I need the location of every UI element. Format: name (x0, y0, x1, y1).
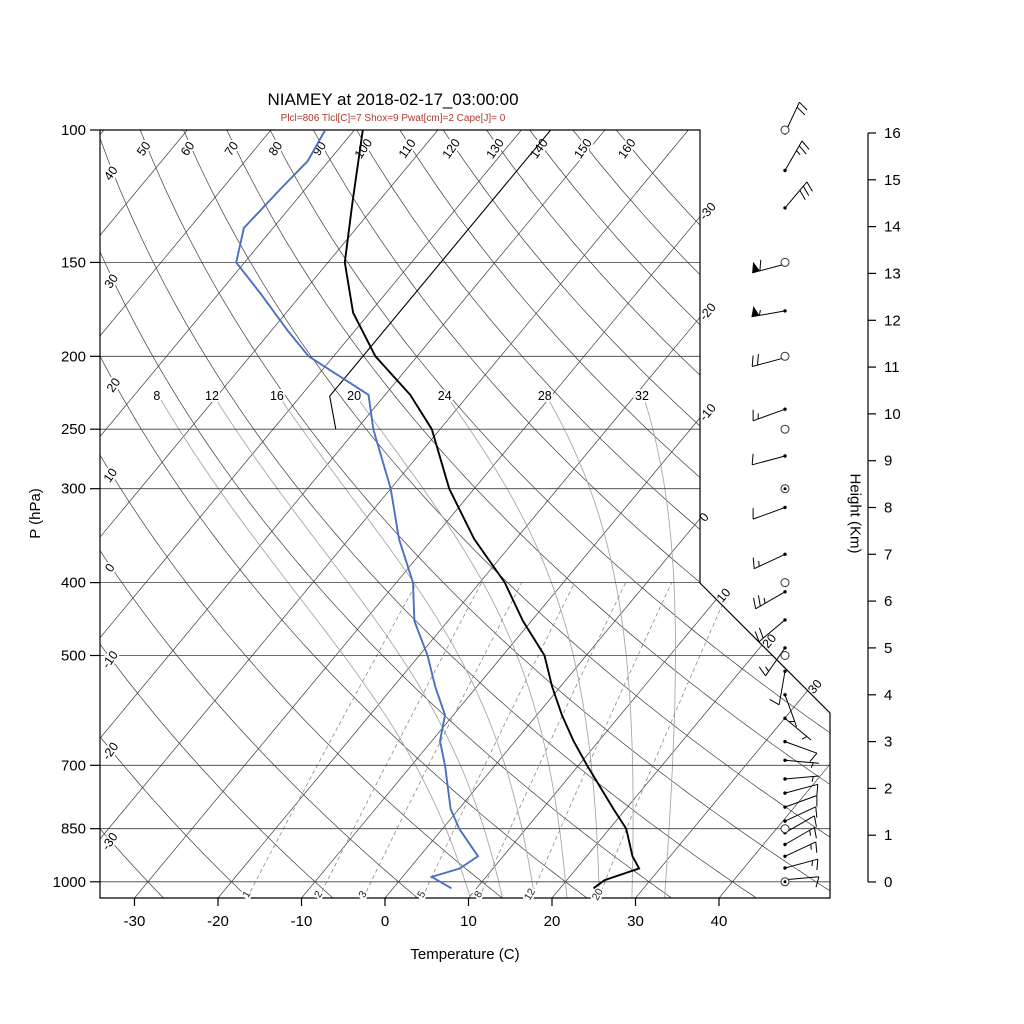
svg-text:1000: 1000 (53, 874, 86, 891)
svg-text:-10: -10 (291, 913, 313, 930)
svg-text:20: 20 (544, 913, 561, 930)
svg-text:700: 700 (61, 757, 86, 774)
svg-text:-20: -20 (207, 913, 229, 930)
svg-text:9: 9 (884, 453, 892, 470)
svg-text:12: 12 (205, 389, 219, 403)
svg-text:0: 0 (884, 874, 892, 891)
svg-text:4: 4 (884, 687, 892, 704)
svg-text:8: 8 (153, 389, 160, 403)
svg-text:1: 1 (884, 827, 892, 844)
plot-outline (99, 129, 831, 899)
svg-text:13: 13 (884, 265, 901, 282)
svg-text:14: 14 (884, 219, 901, 236)
background-grid (100, 130, 830, 898)
pressure-axis-label: P (hPa) (26, 488, 44, 539)
sounding-traces (235, 130, 641, 890)
svg-text:15: 15 (884, 172, 901, 189)
params-line: Plcl=806 Tlcl[C]=7 Shox=9 Pwat[cm]=2 Cap… (280, 113, 506, 124)
svg-text:3: 3 (884, 734, 892, 751)
axes: -30 -20 -10 0 10 20 30 401001502002503004005007… (53, 122, 901, 930)
svg-text:7: 7 (884, 546, 892, 563)
svg-text:850: 850 (61, 821, 86, 838)
svg-text:200: 200 (61, 348, 86, 365)
svg-text:250: 250 (61, 421, 86, 438)
chart-title: NIAMEY at 2018-02-17_03:00:00 (267, 90, 519, 109)
svg-text:30: 30 (627, 913, 644, 930)
svg-text:100: 100 (61, 122, 86, 139)
svg-text:28: 28 (538, 389, 552, 403)
svg-text:32: 32 (635, 389, 649, 403)
temperature-axis-label: Temperature (C) (410, 946, 520, 963)
svg-text:10: 10 (460, 913, 477, 930)
svg-text:500: 500 (61, 648, 86, 665)
svg-text:40: 40 (711, 913, 728, 930)
svg-text:10: 10 (884, 406, 901, 423)
svg-text:150: 150 (61, 254, 86, 271)
svg-text:300: 300 (61, 481, 86, 498)
svg-text:12: 12 (884, 312, 901, 329)
svg-text:8: 8 (884, 500, 892, 517)
svg-text:5: 5 (884, 640, 892, 657)
svg-text:20: 20 (347, 389, 361, 403)
svg-text:6: 6 (884, 593, 892, 610)
svg-text:24: 24 (438, 389, 452, 403)
svg-text:0: 0 (381, 913, 389, 930)
svg-text:16: 16 (884, 125, 901, 142)
svg-text:400: 400 (61, 575, 86, 592)
height-axis-label: Height (Km) (846, 473, 864, 554)
wind-barbs (751, 101, 820, 888)
svg-text:2: 2 (884, 780, 892, 797)
svg-text:11: 11 (884, 359, 900, 376)
svg-text:16: 16 (270, 389, 284, 403)
svg-text:-30: -30 (124, 913, 146, 930)
